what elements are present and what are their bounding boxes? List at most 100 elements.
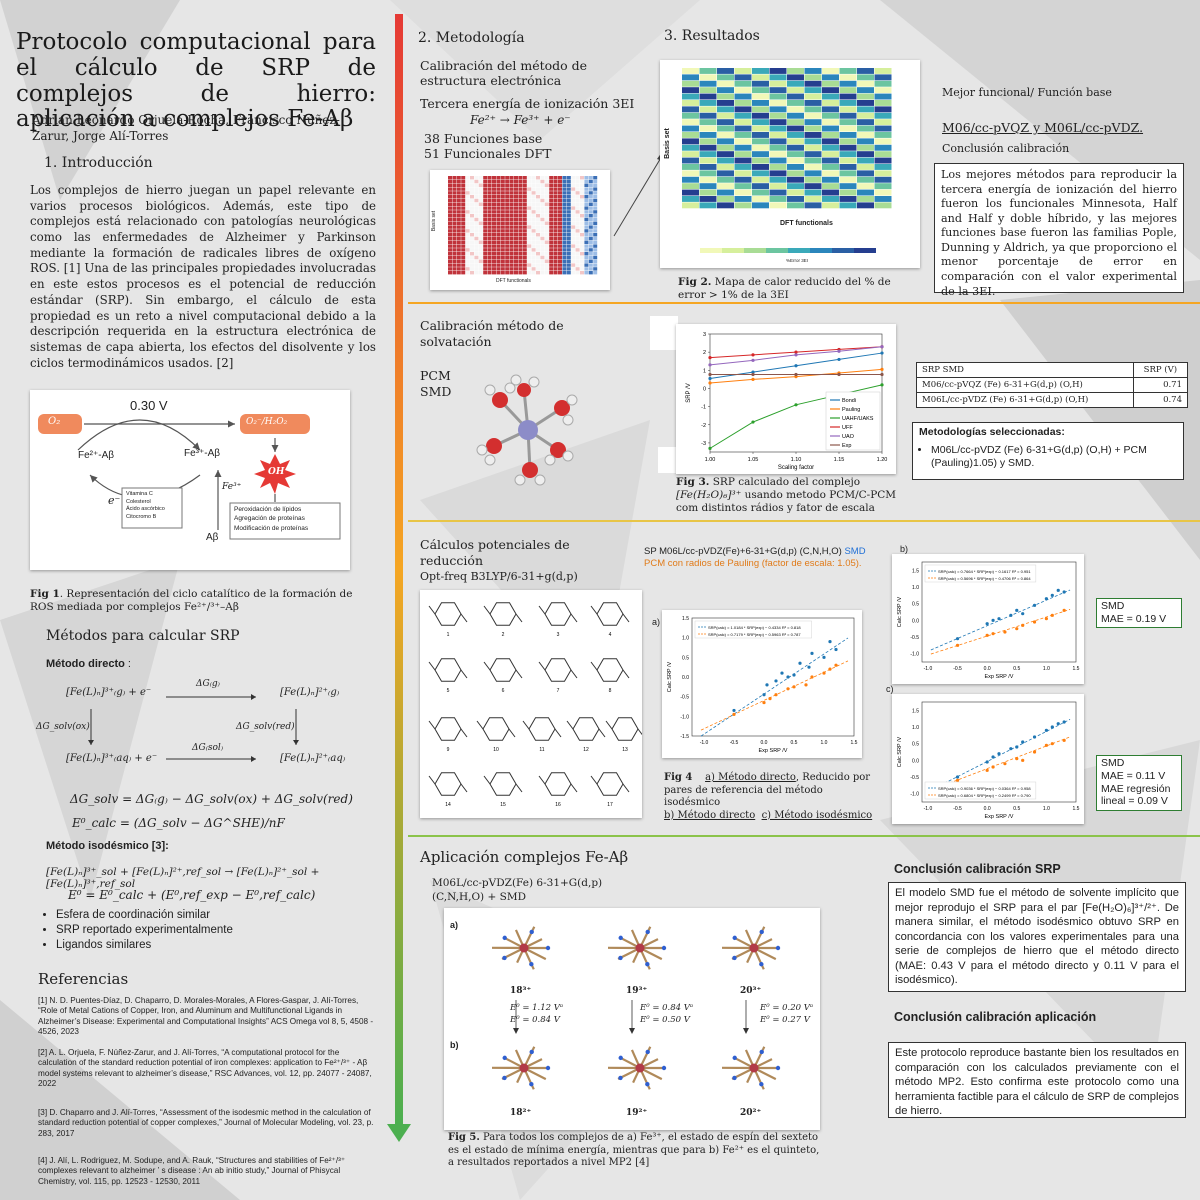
n-atom: [775, 1065, 781, 1071]
heatmap-cell: [496, 240, 501, 244]
references-heading: Referencias: [38, 970, 129, 988]
authors: Adrian Leonardo Orjuela-Rocha, Francisco…: [32, 113, 340, 144]
heatmap-cell: [536, 179, 540, 184]
heatmap-cell: [492, 233, 496, 237]
heatmap-cell: [699, 87, 717, 94]
bond: [428, 605, 436, 615]
heatmap-cell: [544, 179, 549, 184]
heatmap-cell: [509, 221, 514, 225]
heatmap-cell: [522, 179, 527, 184]
heatmap-cell: [575, 198, 580, 203]
cycle-dg-gas: ΔG₍g₎: [196, 679, 220, 689]
x-tick-label: -0.5: [730, 740, 739, 746]
heatmap-cell: [456, 217, 461, 222]
colorbar-segment: [832, 248, 854, 253]
heatmap-cell: [540, 267, 545, 271]
heatmap-cell: [452, 248, 457, 252]
heatmap-cell: [522, 255, 527, 260]
data-point: [991, 765, 995, 769]
heatmap-cell: [514, 214, 518, 218]
heatmap-cell: [487, 240, 492, 244]
heatmap-cell: [566, 248, 571, 252]
heatmap-cell: [531, 229, 536, 233]
heatmap-cell: [500, 271, 505, 275]
heatmap-cell: [452, 195, 457, 199]
data-point: [762, 693, 766, 697]
heatmap-cell: [474, 255, 479, 260]
heatmap-cell: [461, 240, 466, 244]
x-tick-label: 1.5: [1073, 806, 1080, 812]
heatmap-cell: [509, 271, 514, 275]
data-point: [762, 700, 766, 705]
heatmap-cell: [470, 176, 474, 180]
full-heatmap: DFT functionals Basis set: [430, 170, 610, 290]
row-a-label: a): [450, 920, 459, 930]
heatmap-cell: [734, 74, 752, 81]
bond: [554, 728, 562, 738]
heatmap-cell: [874, 112, 892, 119]
heatmap-cell: [752, 112, 769, 119]
heatmap-cell: [487, 255, 492, 260]
heatmap-cell: [492, 229, 496, 233]
heatmap-cell: [588, 221, 593, 225]
heatmap-cell: [544, 252, 549, 256]
molecule-structure: 13: [605, 717, 645, 753]
ring: [528, 717, 556, 741]
heatmap-cell: [536, 255, 540, 260]
heatmap-cell: [544, 236, 549, 241]
heatmap-cell: [571, 210, 576, 214]
heatmap-cell: [566, 225, 571, 229]
heatmap-cell: [474, 225, 479, 229]
heatmap-cell: [474, 195, 479, 199]
heatmap-cell: [518, 198, 523, 203]
data-point: [991, 618, 995, 622]
heatmap-cell: [752, 93, 769, 100]
heatmap-cell: [734, 93, 752, 100]
heatmap-cell: [474, 202, 479, 206]
heatmap-cell: [470, 229, 474, 233]
heatmap-cell: [682, 119, 699, 126]
heatmap-cell: [571, 214, 576, 218]
heatmap-cell: [580, 198, 584, 203]
heatmap-cell: [575, 233, 580, 237]
heatmap-cell: [562, 225, 567, 229]
heatmap-cell: [566, 202, 571, 206]
heatmap-cell: [717, 183, 734, 190]
heatmap-cell: [839, 176, 857, 183]
n-atom: [502, 955, 507, 961]
heatmap-cell: [531, 210, 536, 214]
heatmap-cell: [584, 176, 589, 180]
heatmap-cell: [492, 221, 496, 225]
white-label-blank-1: [650, 316, 678, 350]
heatmap-cell: [452, 176, 457, 180]
heatmap-cell: [496, 255, 501, 260]
heatmap-cell: [734, 183, 752, 190]
heatmap-cell: [584, 252, 589, 256]
heatmap-cell: [584, 221, 589, 225]
heatmap-cell: [804, 189, 822, 196]
fe2-ab-label: Fe²⁺-Aβ: [78, 450, 115, 461]
heatmap-cell: [553, 267, 558, 271]
heatmap-cell: [717, 196, 734, 202]
heatmap-cell: [682, 144, 699, 151]
heatmap-cell: [487, 176, 492, 180]
data-point: [1044, 617, 1048, 621]
heatmap-cell: [518, 183, 523, 187]
heatmap-cell: [566, 176, 571, 180]
heatmap-cell: [492, 252, 496, 256]
n-atom: [529, 1081, 534, 1087]
heatmap-cell: [474, 244, 479, 248]
heatmap-cell: [584, 198, 589, 203]
heatmap-cell: [558, 244, 562, 248]
heatmap-cell: [505, 233, 510, 237]
heatmap-cell: [483, 240, 488, 244]
regression-line: [930, 589, 1071, 651]
heatmap-cell: [496, 271, 501, 275]
heatmap-cell: [470, 214, 474, 218]
data-point: [880, 367, 884, 371]
heatmap-cell: [505, 198, 510, 203]
heatmap-cell: [514, 210, 518, 214]
heatmap-cell: [717, 170, 734, 177]
n-atom: [618, 1055, 623, 1061]
heatmap-cell: [452, 259, 457, 263]
